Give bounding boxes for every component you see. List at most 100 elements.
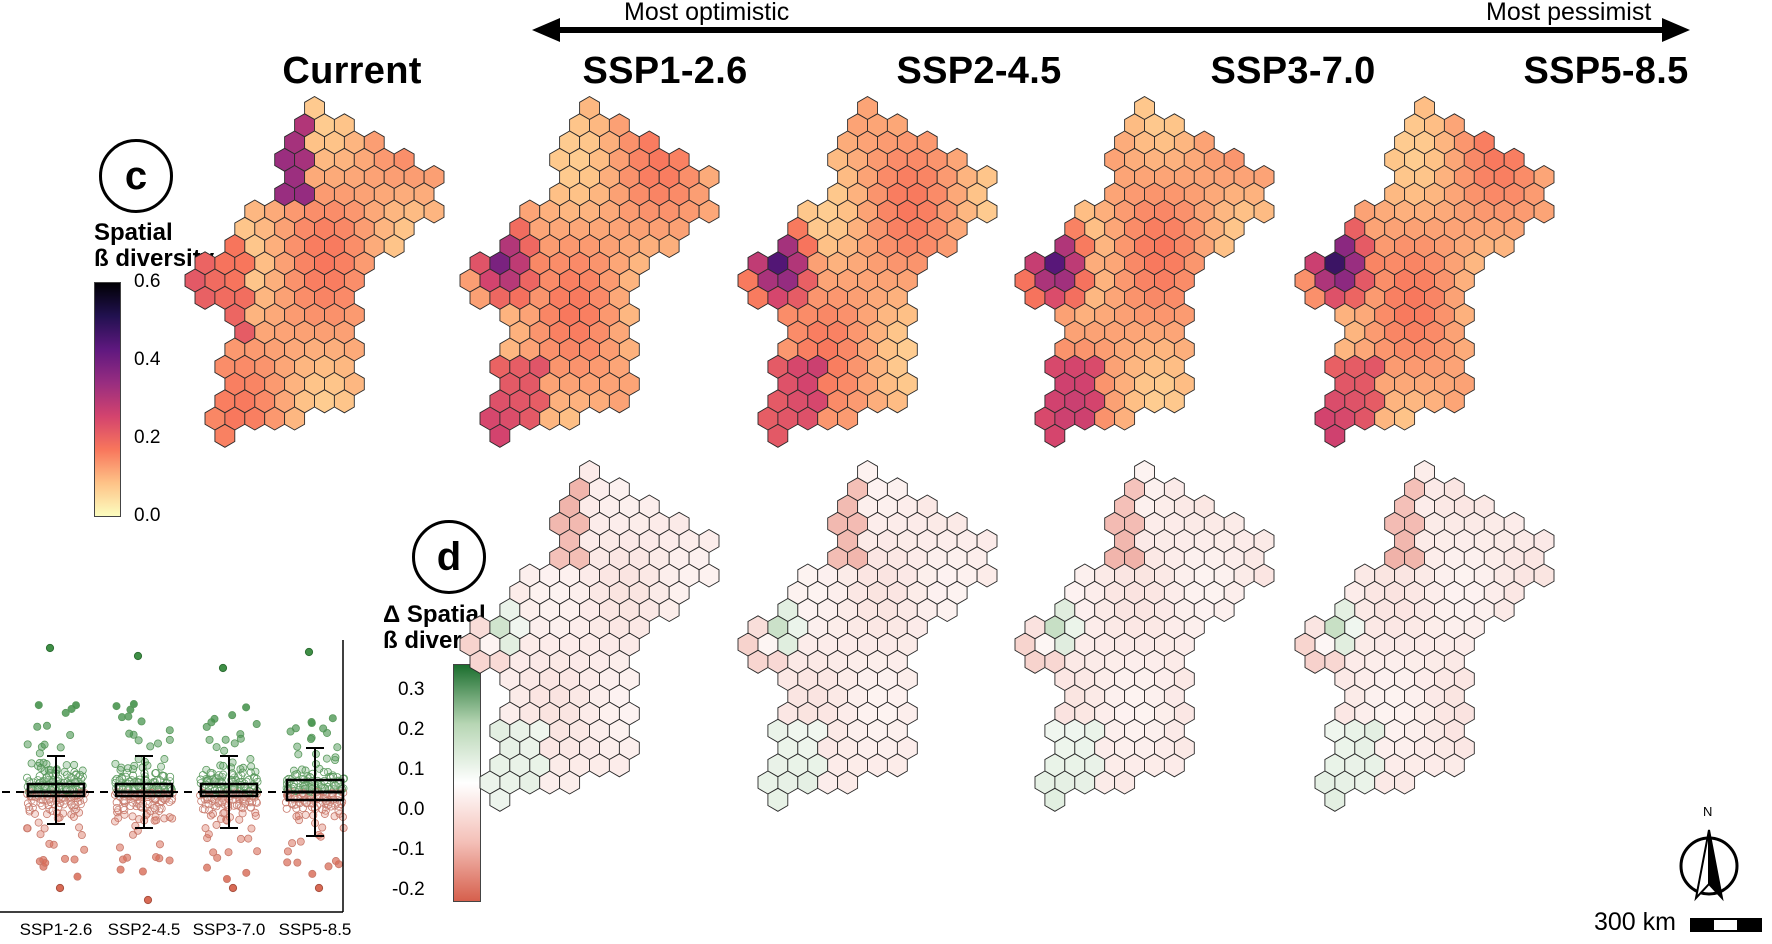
boxplot-point <box>212 820 221 829</box>
boxplot-point <box>216 761 225 770</box>
boxplot-point <box>135 815 144 824</box>
boxplot-point <box>130 761 139 770</box>
boxplot-point <box>78 766 87 775</box>
panel-c-legend-title-1: Spatial <box>94 219 173 246</box>
boxplot-point <box>165 726 174 735</box>
boxplot-chart <box>0 640 348 913</box>
boxplot-point <box>232 801 241 810</box>
boxplot-point <box>165 735 174 744</box>
boxplot-point <box>160 755 169 764</box>
panel-d-legend-title-1: Δ Spatial <box>383 601 486 628</box>
boxplot-point <box>150 804 159 813</box>
beta-map-4 <box>1294 95 1555 448</box>
beta-map-2 <box>737 95 998 448</box>
boxplot-point <box>288 839 297 848</box>
boxplot-point <box>282 804 291 813</box>
boxplot-point <box>221 735 230 744</box>
boxplot-point <box>129 730 138 739</box>
boxplot-point <box>59 809 68 818</box>
boxplot-point <box>146 742 155 751</box>
boxplot-series-SSP1-2.6 <box>23 643 89 893</box>
boxplot-point <box>117 713 126 722</box>
most-pessimist-label: Most pessimist <box>1486 0 1652 26</box>
boxplot-point <box>151 853 160 862</box>
boxplot-point <box>38 801 47 810</box>
title-ssp3-7-0: SSP3-7.0 <box>1210 50 1376 92</box>
boxplot-point <box>236 730 245 739</box>
boxplot-point <box>61 854 70 863</box>
boxplot-min-point <box>143 895 153 905</box>
boxplot-point <box>201 824 210 833</box>
delta-map-4 <box>1294 459 1555 812</box>
boxplot-point <box>165 798 174 807</box>
delta-map-2 <box>737 459 998 812</box>
title-ssp2-4-5: SSP2-4.5 <box>896 50 1062 92</box>
panel-c-legend-title-2: ß diversity <box>94 245 215 272</box>
boxplot-point <box>155 840 164 849</box>
boxplot-point <box>118 855 127 864</box>
boxplot-point <box>244 834 253 843</box>
boxplot-point <box>116 865 125 874</box>
title-ssp1-2-6: SSP1-2.6 <box>582 50 748 92</box>
boxplot-point <box>230 739 239 748</box>
panel-c-tick-0-0: 0.0 <box>134 505 161 526</box>
boxplot-point <box>202 765 211 774</box>
boxplot-min-point <box>55 883 65 893</box>
boxplot-point <box>222 875 231 884</box>
boxplot-point <box>126 802 135 811</box>
boxplot-point <box>40 824 49 833</box>
boxplot-point <box>151 812 160 821</box>
scenario-gradient-arrow <box>532 18 1690 42</box>
boxplot-point <box>77 831 86 840</box>
boxplot-point <box>160 814 169 823</box>
boxplot-point <box>73 872 82 881</box>
boxplot-point <box>293 858 302 867</box>
boxplot-point <box>251 808 260 817</box>
boxplot-point <box>111 759 120 768</box>
boxplot-point <box>242 703 251 712</box>
boxplot-point <box>36 830 45 839</box>
boxplot-point <box>213 853 222 862</box>
boxplot-point <box>253 847 262 856</box>
boxplot-point <box>240 799 249 808</box>
boxplot-point <box>200 805 209 814</box>
boxplot-point <box>128 812 137 821</box>
boxplot-point <box>247 824 256 833</box>
boxplot-point <box>121 772 130 781</box>
beta-map-3 <box>1014 95 1275 448</box>
boxplot-point <box>56 743 65 752</box>
beta-map-1 <box>459 95 720 448</box>
boxplot-min-point <box>228 883 238 893</box>
boxplot-point <box>153 739 162 748</box>
boxplot-point <box>205 735 214 744</box>
boxplot-point <box>219 761 228 770</box>
boxplot-point <box>30 809 39 818</box>
boxplot-point <box>70 855 79 864</box>
north-arrow-icon <box>1679 829 1739 902</box>
scale-bar-label: 300 km <box>1594 908 1676 936</box>
boxplot-point <box>246 803 255 812</box>
boxplot-point <box>62 761 71 770</box>
boxplot-point <box>134 736 143 745</box>
beta-map-0 <box>184 95 445 448</box>
panel-c-colorbar <box>94 282 121 517</box>
delta-map-3 <box>1014 459 1275 812</box>
boxplot-point <box>35 759 44 768</box>
boxplot-point <box>67 773 76 782</box>
panel-c-tick-0-2: 0.2 <box>134 427 161 448</box>
delta-map-1 <box>459 459 720 812</box>
boxplot-point <box>236 765 245 774</box>
boxplot-point <box>165 856 174 865</box>
boxplot-point <box>204 830 213 839</box>
scale-bar <box>1690 918 1762 932</box>
boxplot-box <box>114 782 174 798</box>
boxplot-point <box>129 700 138 709</box>
north-label: N <box>1703 804 1713 819</box>
boxplot-point <box>242 868 251 877</box>
boxplot-point <box>137 717 146 726</box>
boxplot-max-point <box>45 643 55 653</box>
boxplot-point <box>66 730 75 739</box>
boxplot-point <box>197 797 206 806</box>
boxplot-point <box>252 720 261 729</box>
boxplot-point <box>224 848 233 857</box>
